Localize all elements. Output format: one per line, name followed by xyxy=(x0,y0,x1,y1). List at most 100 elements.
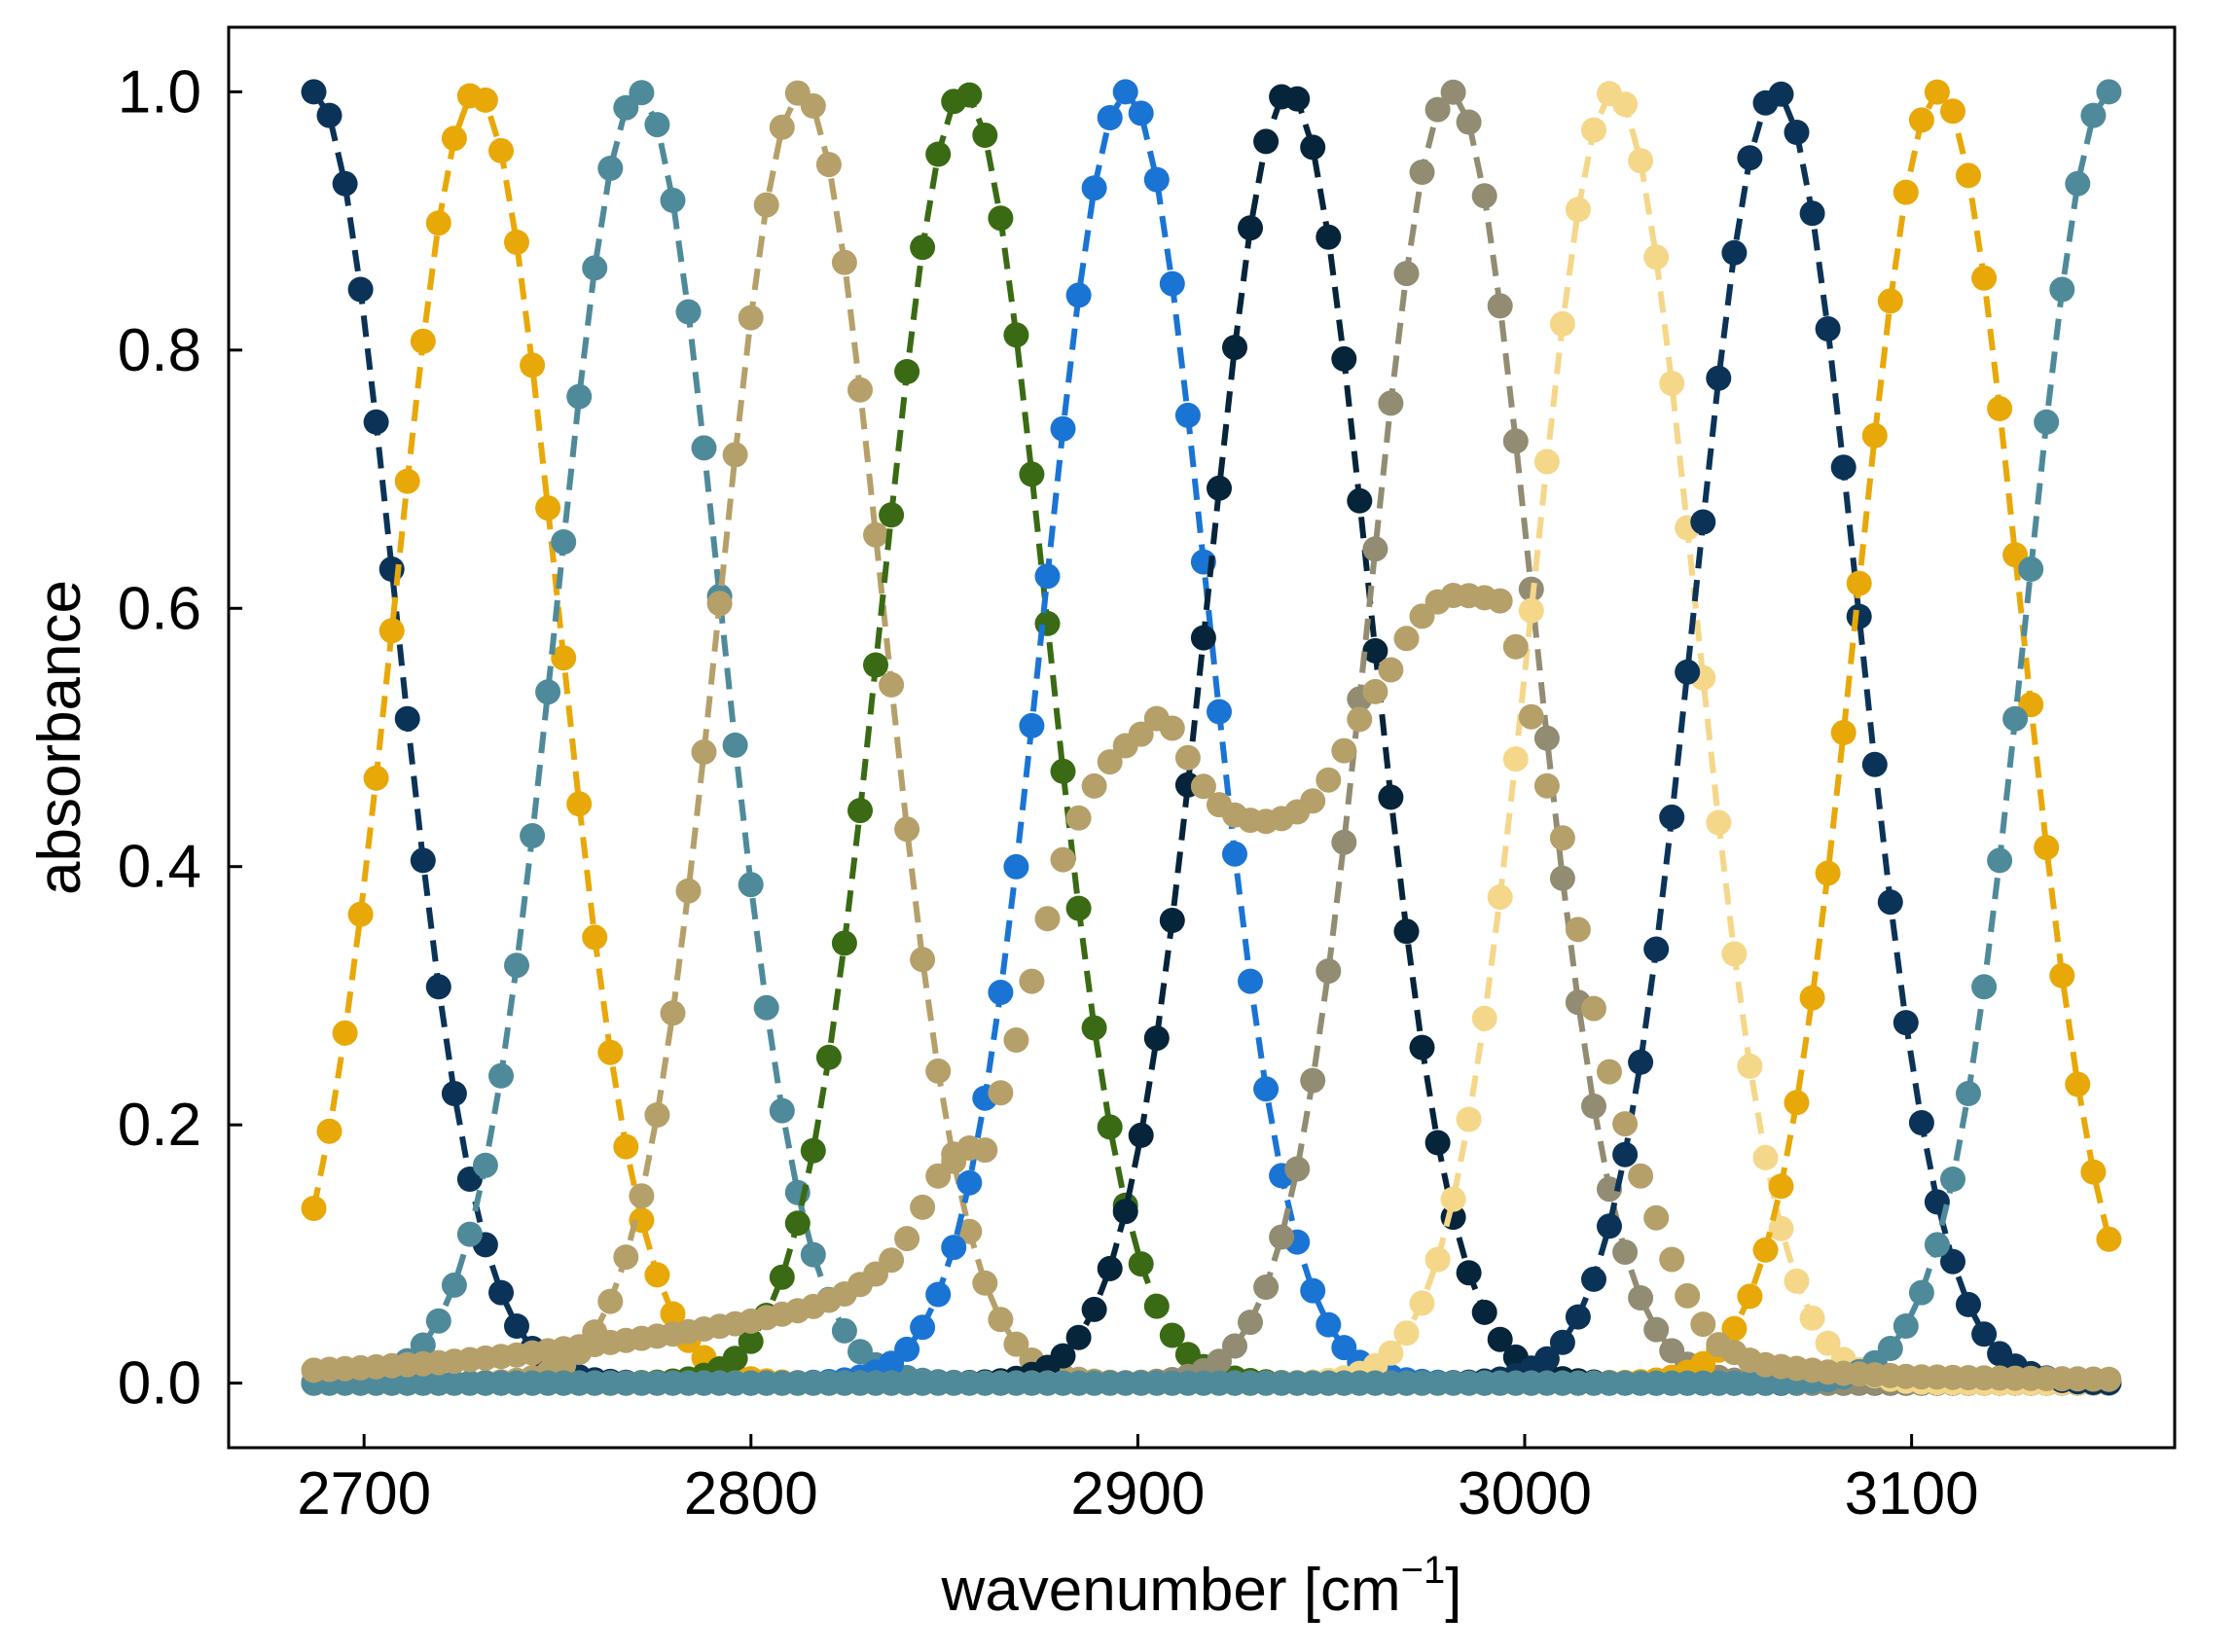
data-point xyxy=(1643,936,1670,962)
data-point xyxy=(1628,1285,1654,1311)
data-point xyxy=(425,1308,451,1334)
data-point xyxy=(691,435,717,461)
data-point xyxy=(1050,1343,1076,1369)
data-point xyxy=(1003,1027,1029,1053)
data-point xyxy=(1597,1213,1622,1239)
data-point xyxy=(1690,1311,1716,1338)
data-point xyxy=(738,1328,764,1354)
data-point xyxy=(988,1307,1014,1333)
data-point xyxy=(1908,1110,1934,1135)
data-point xyxy=(910,234,936,261)
data-point xyxy=(1643,244,1670,270)
data-point xyxy=(1815,1330,1841,1356)
data-point xyxy=(1300,134,1326,161)
data-point xyxy=(972,1270,998,1296)
data-point xyxy=(629,80,655,106)
data-point xyxy=(1659,371,1685,397)
data-point xyxy=(394,468,420,494)
data-point xyxy=(1222,335,1247,361)
data-point xyxy=(1581,1094,1606,1119)
data-point xyxy=(1284,86,1311,112)
data-point xyxy=(1284,1156,1311,1182)
data-point xyxy=(1003,322,1029,348)
data-point xyxy=(1362,637,1388,664)
data-point xyxy=(894,359,920,384)
data-point xyxy=(1347,706,1373,733)
data-point xyxy=(1316,767,1342,793)
data-point xyxy=(753,192,779,218)
data-point xyxy=(1347,487,1373,514)
data-point xyxy=(520,352,546,378)
data-point xyxy=(1238,1310,1263,1336)
data-point xyxy=(1034,610,1061,636)
data-point xyxy=(815,1044,842,1070)
data-point xyxy=(1081,1015,1107,1041)
data-point xyxy=(1549,865,1575,891)
data-point xyxy=(738,872,764,898)
data-point xyxy=(660,187,686,213)
data-point xyxy=(410,847,436,874)
data-point xyxy=(410,328,436,354)
data-point xyxy=(629,1183,655,1209)
data-point xyxy=(1533,725,1560,751)
data-point xyxy=(363,409,389,435)
data-point xyxy=(1487,1326,1513,1352)
data-point xyxy=(815,152,842,178)
data-point xyxy=(1128,100,1154,126)
data-point xyxy=(941,1235,967,1261)
data-point xyxy=(1019,968,1045,994)
data-point xyxy=(1222,1333,1247,1359)
data-point xyxy=(1784,1268,1810,1294)
data-point xyxy=(691,739,717,765)
data-point xyxy=(1003,853,1029,880)
data-point xyxy=(879,671,905,698)
data-point xyxy=(1393,261,1420,287)
data-point xyxy=(972,123,998,148)
data-point xyxy=(2034,835,2060,861)
data-point xyxy=(347,901,374,927)
data-point xyxy=(1518,597,1544,624)
data-point xyxy=(925,141,952,167)
data-point xyxy=(566,383,593,410)
data-point xyxy=(1424,1130,1451,1156)
data-point xyxy=(722,1346,748,1372)
data-point xyxy=(1549,310,1575,337)
data-point xyxy=(1940,98,1965,125)
data-point xyxy=(1269,1224,1295,1250)
data-point xyxy=(1362,536,1388,562)
data-point xyxy=(1565,1304,1591,1330)
data-point xyxy=(1502,428,1529,454)
data-point xyxy=(1316,1311,1342,1338)
data-point xyxy=(1128,721,1154,747)
data-point xyxy=(1316,224,1342,250)
data-point xyxy=(988,205,1014,232)
data-point xyxy=(2096,1366,2122,1392)
data-point xyxy=(2018,557,2044,582)
data-point xyxy=(1174,402,1201,428)
data-point xyxy=(1081,175,1107,201)
data-point xyxy=(675,299,702,325)
data-point xyxy=(410,1332,436,1358)
data-point xyxy=(1050,846,1076,873)
data-point xyxy=(1143,166,1170,193)
data-point xyxy=(2080,1159,2107,1185)
data-point xyxy=(1659,1246,1685,1273)
data-point xyxy=(1846,603,1872,629)
data-point xyxy=(1207,475,1232,501)
data-point xyxy=(1502,746,1529,772)
data-point xyxy=(1971,1321,1998,1347)
data-point xyxy=(1300,1277,1326,1304)
data-point xyxy=(1456,1260,1482,1286)
data-point xyxy=(1174,744,1201,771)
data-point xyxy=(566,791,593,817)
data-point xyxy=(1565,916,1591,943)
data-point xyxy=(644,112,670,138)
data-point xyxy=(769,114,795,140)
data-point xyxy=(1752,1144,1779,1170)
measured-spectrum-series xyxy=(301,583,2122,1392)
data-point xyxy=(1019,712,1045,738)
data-point xyxy=(2034,409,2060,435)
data-point xyxy=(925,1163,952,1189)
data-point xyxy=(1861,751,1888,777)
x-tick-label: 2800 xyxy=(684,1460,818,1527)
